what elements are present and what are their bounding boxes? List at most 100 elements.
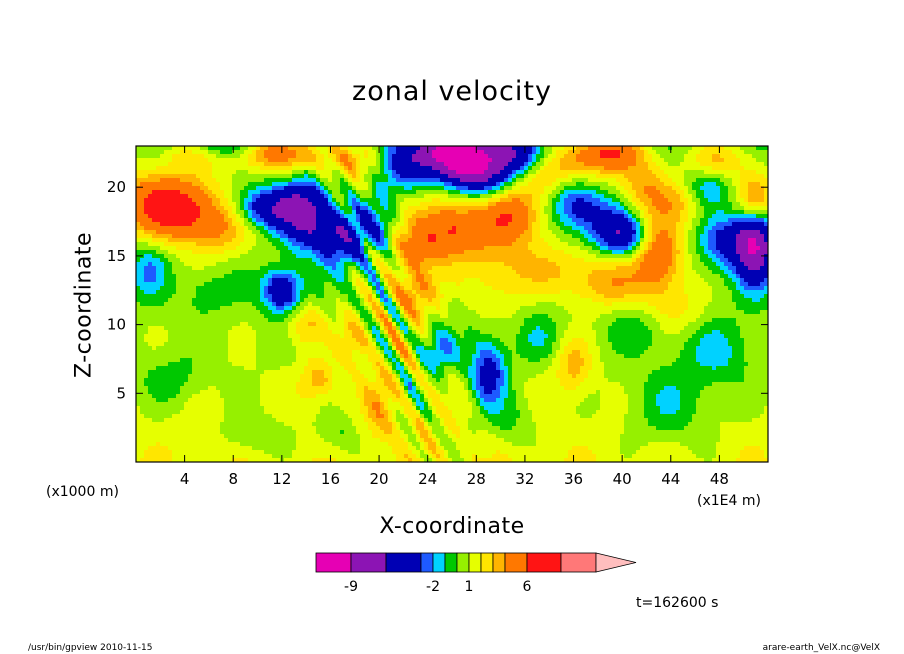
field-cell [336,190,341,195]
field-cell [712,154,717,159]
field-cell [144,210,149,215]
field-cell [380,270,385,275]
field-cell [268,174,273,179]
field-cell [744,254,749,259]
field-cell [312,166,317,171]
field-cell [172,210,177,215]
field-cell [668,182,673,187]
field-cell [300,158,305,163]
field-cell [180,174,185,179]
field-cell [368,174,373,179]
field-cell [608,174,613,179]
field-cell [692,190,697,195]
field-cell [596,194,601,199]
field-cell [708,206,713,211]
field-cell [360,146,365,151]
field-cell [184,254,189,259]
field-cell [160,170,165,175]
field-cell [456,210,461,215]
field-cell [540,170,545,175]
field-cell [432,182,437,187]
field-cell [476,162,481,167]
field-cell [736,166,741,171]
field-cell [232,214,237,219]
field-cell [556,230,561,235]
field-cell [560,198,565,203]
field-cell [340,154,345,159]
field-cell [756,242,761,247]
field-cell [300,214,305,219]
field-cell [256,270,261,275]
field-cell [476,254,481,259]
field-cell [188,190,193,195]
field-cell [160,226,165,231]
field-cell [348,258,353,263]
field-cell [268,222,273,227]
field-cell [412,170,417,175]
field-cell [176,150,181,155]
field-cell [444,186,449,191]
field-cell [336,170,341,175]
field-cell [160,162,165,167]
field-cell [452,190,457,195]
field-cell [756,222,761,227]
field-cell [220,258,225,263]
field-cell [404,170,409,175]
field-cell [152,158,157,163]
field-cell [472,218,477,223]
field-cell [640,258,645,263]
field-cell [756,230,761,235]
field-cell [712,222,717,227]
field-cell [416,214,421,219]
field-cell [588,226,593,231]
field-cell [416,182,421,187]
field-cell [580,182,585,187]
field-cell [152,178,157,183]
field-cell [740,234,745,239]
field-cell [308,262,313,267]
field-cell [228,166,233,171]
field-cell [272,238,277,243]
field-cell [652,258,657,263]
field-cell [508,258,513,263]
field-cell [720,182,725,187]
field-cell [700,258,705,263]
field-cell [544,254,549,259]
field-cell [272,230,277,235]
field-cell [184,190,189,195]
field-cell [200,202,205,207]
field-cell [412,258,417,263]
field-cell [336,186,341,191]
field-cell [460,154,465,159]
field-cell [760,170,765,175]
field-cell [656,158,661,163]
field-cell [744,194,749,199]
field-cell [384,222,389,227]
field-cell [332,222,337,227]
field-cell [640,178,645,183]
field-cell [720,210,725,215]
field-cell [196,210,201,215]
field-cell [712,230,717,235]
field-cell [240,202,245,207]
field-cell [696,246,701,251]
field-cell [696,186,701,191]
field-cell [204,254,209,259]
field-cell [356,206,361,211]
field-cell [296,166,301,171]
field-cell [620,154,625,159]
field-cell [136,206,141,211]
field-cell [636,198,641,203]
field-cell [500,146,505,151]
field-cell [620,258,625,263]
field-cell [716,154,721,159]
field-cell [280,234,285,239]
field-cell [524,230,529,235]
field-cell [248,202,253,207]
field-cell [712,246,717,251]
field-cell [692,226,697,231]
field-cell [240,150,245,155]
field-cell [708,210,713,215]
field-cell [688,210,693,215]
field-cell [584,198,589,203]
